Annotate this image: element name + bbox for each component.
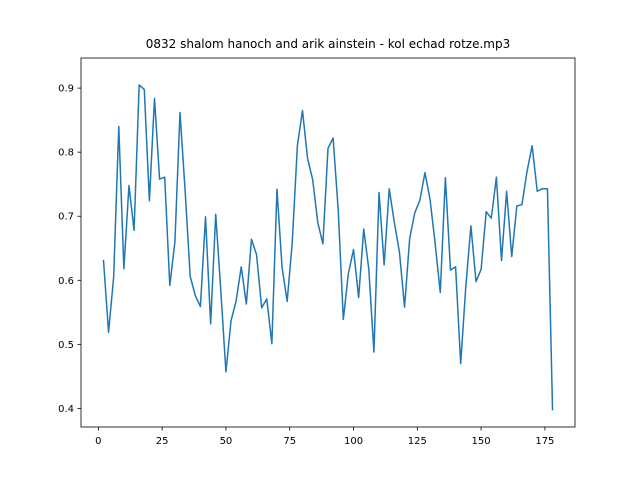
y-tick-label: 0.8 [58,148,74,159]
y-tick-label: 0.9 [58,84,74,95]
x-tick-label: 175 [535,436,554,447]
line-series [102,84,554,411]
plot-frame [80,57,576,428]
x-tick-label: 0 [95,436,101,447]
x-tick-label: 150 [472,436,491,447]
x-tick-label: 75 [283,436,296,447]
x-tick-label: 125 [408,436,427,447]
y-tick-label: 0.6 [58,276,74,287]
x-tick-label: 25 [156,436,169,447]
y-tick-label: 0.4 [58,404,74,415]
y-tick-label: 0.5 [58,340,74,351]
y-tick-label: 0.7 [58,212,74,223]
chart-title: 0832 shalom hanoch and arik ainstein - k… [146,37,511,51]
x-tick-label: 100 [344,436,363,447]
x-tick-label: 50 [220,436,233,447]
